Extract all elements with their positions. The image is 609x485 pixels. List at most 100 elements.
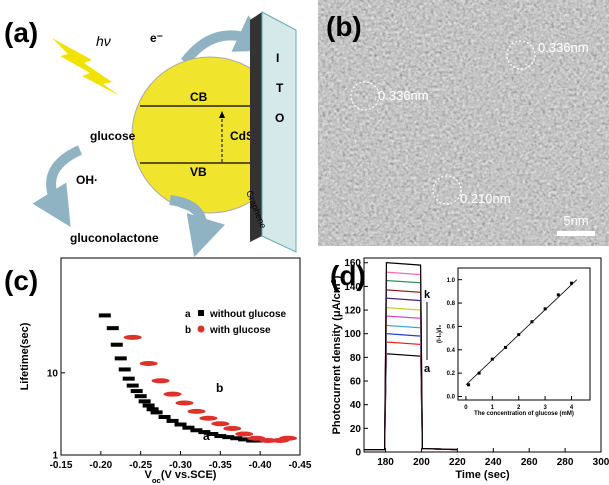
x-tick-label: -0.35 xyxy=(209,460,232,471)
spacing-label: 0.336nm xyxy=(378,88,429,103)
point xyxy=(134,394,147,399)
point xyxy=(151,378,170,384)
x-tick-label: -0.45 xyxy=(289,460,312,471)
panel-b: (b) 0.336nm 0.336nm 0.210nm 5nm xyxy=(318,0,609,246)
spacing-label: 0.336nm xyxy=(538,40,589,55)
line xyxy=(364,341,458,451)
label-part: oc xyxy=(152,476,162,485)
label-part: 2 xyxy=(329,279,338,283)
spacing-label: 0.210nm xyxy=(460,191,511,206)
x-tick-label: -0.30 xyxy=(169,460,192,471)
line xyxy=(364,271,458,451)
legend-marker xyxy=(197,325,205,333)
x-tick-label: 1 xyxy=(491,405,495,411)
x-tick-label: 260 xyxy=(521,457,538,468)
x-tick-label: -0.25 xyxy=(129,460,152,471)
x-tick-label: 0 xyxy=(464,405,468,411)
point xyxy=(211,421,230,427)
point xyxy=(222,435,235,440)
point xyxy=(122,376,135,381)
cycle-arrow xyxy=(32,145,83,227)
vb-label: VB xyxy=(190,165,207,179)
scale-bar xyxy=(557,231,595,236)
label-part: Photocurrent density (μA/cm xyxy=(331,283,343,434)
point xyxy=(126,383,139,388)
series-label: k xyxy=(424,289,431,301)
light-label: hν xyxy=(96,33,111,49)
radical-label: OH· xyxy=(76,173,98,187)
x-axis-label: The concentration of glucose (mM) xyxy=(474,411,574,417)
y-tick-label: 0.6 xyxy=(447,325,456,331)
y-tick-label: 40 xyxy=(350,400,362,411)
ito-letter: I xyxy=(276,51,279,65)
curve-label: b xyxy=(216,381,223,395)
x-tick-label: -0.40 xyxy=(249,460,272,471)
x-tick-label: 300 xyxy=(593,457,609,468)
label-part: (V vs.SCE) xyxy=(161,469,217,481)
material-label: CdS xyxy=(230,129,254,143)
line xyxy=(364,289,458,451)
y-tick-label: 20 xyxy=(350,424,362,435)
glucose-label: glucose xyxy=(90,129,136,143)
label-part: ) xyxy=(331,275,343,279)
lattice-circle xyxy=(506,40,536,70)
point xyxy=(230,436,243,441)
legend-marker xyxy=(198,310,204,316)
point xyxy=(198,430,211,435)
legend-letter: b xyxy=(185,325,191,336)
x-tick-label: 200 xyxy=(413,457,430,468)
curve-label: a xyxy=(203,429,210,443)
lattice-circle xyxy=(432,175,462,205)
point xyxy=(187,408,206,414)
series-label: a xyxy=(424,363,431,375)
y-tick-label: 0.8 xyxy=(447,301,456,307)
graphene-layer xyxy=(250,12,262,242)
point xyxy=(142,403,155,408)
ito-electrode xyxy=(261,11,297,253)
point xyxy=(106,326,119,331)
point xyxy=(110,342,123,347)
y-axis-label: (I-I₀)/I₀ xyxy=(437,325,443,343)
line xyxy=(364,279,458,451)
x-tick-label: 2 xyxy=(517,405,521,411)
line xyxy=(364,353,458,451)
point xyxy=(175,400,194,406)
x-tick-label: -0.15 xyxy=(50,460,73,471)
chart: 180 200 220 240 260 280 3000204060801001201401… xyxy=(329,257,609,481)
cb-label: CB xyxy=(190,90,208,104)
electron-label: e⁻ xyxy=(150,31,163,45)
x-tick-label: 180 xyxy=(377,457,394,468)
ito-letter: T xyxy=(276,81,284,95)
electron-arrow xyxy=(181,15,277,66)
legend-label: with glucose xyxy=(209,325,271,336)
light-bolt xyxy=(52,38,120,96)
plot-frame xyxy=(363,257,602,453)
y-tick-label: 0.0 xyxy=(447,395,456,401)
y-tick-label: 80 xyxy=(350,353,362,364)
plot-frame xyxy=(457,267,591,401)
x-tick-label: 280 xyxy=(557,457,574,468)
point xyxy=(556,293,560,297)
point xyxy=(238,437,251,442)
scale-label: 5nm xyxy=(563,213,588,228)
point xyxy=(214,434,227,439)
point xyxy=(174,422,187,427)
point xyxy=(158,415,171,420)
point xyxy=(490,357,494,361)
point xyxy=(123,334,142,340)
point xyxy=(477,371,481,375)
point xyxy=(190,428,203,433)
panel-label: (a) xyxy=(4,17,38,48)
point xyxy=(570,281,574,285)
panel-a: (a) hν e⁻ CB VB CdS I T O Graphene gluco… xyxy=(4,11,297,258)
y-tick-label: 160 xyxy=(344,258,361,269)
x-axis-label: Time (sec) xyxy=(455,469,510,481)
x-tick-label: -0.20 xyxy=(89,460,112,471)
x-axis-label: Voc(V vs.SCE) xyxy=(145,469,217,485)
y-tick-label: 10 xyxy=(47,368,59,379)
point xyxy=(146,407,159,412)
legend-label: without glucose xyxy=(209,309,287,320)
point xyxy=(138,399,151,404)
line xyxy=(364,297,458,451)
chart: -0.15 -0.20 -0.25 -0.30 -0.35 -0.40 -0.45 1 10 (c… xyxy=(4,257,312,485)
